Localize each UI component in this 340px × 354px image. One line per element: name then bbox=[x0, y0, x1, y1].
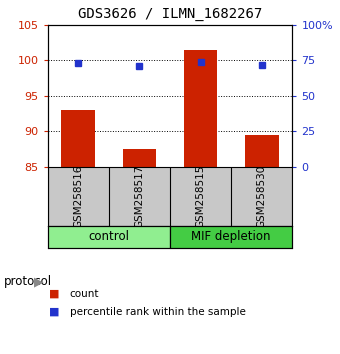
Text: percentile rank within the sample: percentile rank within the sample bbox=[70, 307, 245, 316]
Text: count: count bbox=[70, 289, 99, 299]
Text: GSM258517: GSM258517 bbox=[134, 164, 144, 228]
Text: GSM258516: GSM258516 bbox=[73, 164, 83, 228]
Bar bbox=[48, 225, 170, 248]
Bar bbox=[184, 50, 218, 167]
Text: GSM258530: GSM258530 bbox=[257, 165, 267, 228]
Bar bbox=[170, 225, 292, 248]
Text: ■: ■ bbox=[49, 307, 60, 316]
Text: control: control bbox=[88, 230, 129, 243]
Bar bbox=[62, 110, 95, 167]
Title: GDS3626 / ILMN_1682267: GDS3626 / ILMN_1682267 bbox=[78, 7, 262, 21]
Text: GSM258515: GSM258515 bbox=[195, 164, 206, 228]
Text: ■: ■ bbox=[49, 289, 60, 299]
Bar bbox=[245, 135, 279, 167]
Text: protocol: protocol bbox=[3, 275, 52, 288]
Text: MIF depletion: MIF depletion bbox=[191, 230, 271, 243]
Bar bbox=[122, 149, 156, 167]
Text: ▶: ▶ bbox=[34, 275, 44, 288]
